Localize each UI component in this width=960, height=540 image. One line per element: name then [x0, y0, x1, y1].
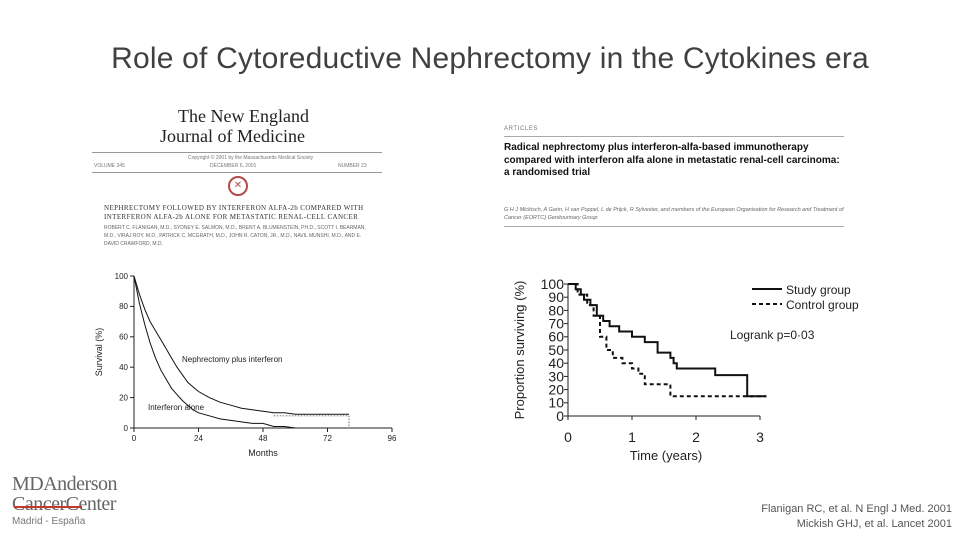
censor-tail — [273, 415, 350, 428]
references: Flanigan RC, et al. N Engl J Med. 2001 M… — [761, 502, 952, 532]
y-tick-label: 80 — [119, 302, 128, 311]
lancet-section: ARTICLES — [504, 126, 539, 132]
series-line-1 — [133, 275, 349, 415]
y-tick-label: 30 — [548, 368, 564, 384]
lancet-authors: G H J Mickisch, A Garin, H van Poppel, L… — [504, 207, 844, 221]
y-axis-label: Survival (%) — [94, 328, 104, 377]
x-tick-label: 48 — [259, 434, 268, 443]
slide-title: Role of Cytoreductive Nephrectomy in the… — [111, 42, 869, 75]
y-tick-label: 50 — [548, 342, 564, 358]
x-tick-label: 0 — [132, 434, 137, 443]
nejm-masthead-line1: The New England — [178, 106, 309, 126]
nejm-date: DECEMBER 6, 2001 — [210, 163, 257, 169]
y-tick-label: 20 — [119, 393, 128, 402]
logo-line3: Madrid - España — [12, 516, 86, 527]
legend-control-label: Control group — [786, 298, 859, 312]
logo-line2: CancerCenter — [12, 493, 116, 515]
y-tick-label: 70 — [548, 316, 564, 332]
y-tick-label: 60 — [119, 333, 128, 342]
logo-line1: MDAnderson — [12, 473, 118, 495]
annotation-nephrectomy: Nephrectomy plus interferon — [182, 355, 283, 364]
x-tick-label: 24 — [194, 434, 203, 443]
logrank-annotation: Logrank p=0·03 — [730, 328, 815, 342]
divider — [504, 226, 844, 227]
y-tick-label: 40 — [119, 363, 128, 372]
y-axis-label: Proportion surviving (%) — [512, 281, 527, 420]
x-tick-label: 96 — [388, 434, 397, 443]
reference-2: Mickish GHJ, et al. Lancet 2001 — [796, 518, 952, 530]
y-tick-label: 20 — [548, 382, 564, 398]
logo-underline — [14, 506, 82, 508]
y-tick-label: 60 — [548, 329, 564, 345]
series-line-2 — [568, 283, 767, 398]
y-tick-label: 100 — [541, 276, 565, 292]
nejm-number: NUMBER 23 — [338, 163, 367, 169]
nejm-volume: VOLUME 345 — [94, 163, 125, 169]
nejm-authors: ROBERT C. FLANIGAN, M.D., SYDNEY E. SALM… — [104, 225, 366, 247]
x-tick-label: 0 — [564, 429, 572, 445]
y-tick-label: 10 — [548, 395, 564, 411]
md-anderson-logo: MDAnderson CancerCenter Madrid - España — [12, 473, 118, 527]
lancet-title: Radical nephrectomy plus interferon-alfa… — [504, 142, 840, 178]
annotation-interferon: Interferon alone — [148, 403, 205, 412]
x-axis-label: Months — [248, 448, 278, 458]
nejm-article-title: NEPHRECTOMY FOLLOWED BY INTERFERON ALFA-… — [104, 204, 364, 221]
series-line-2 — [133, 275, 296, 429]
y-tick-label: 0 — [124, 424, 129, 433]
y-tick-label: 40 — [548, 355, 564, 371]
x-axis-label: Time (years) — [630, 448, 702, 463]
x-tick-label: 3 — [756, 429, 764, 445]
nejm-seal-icon: ✕ — [228, 176, 248, 196]
nejm-article-header: The New England Journal of Medicine Copy… — [92, 100, 382, 260]
x-tick-label: 72 — [323, 434, 332, 443]
y-tick-label: 0 — [556, 408, 564, 424]
nejm-copyright: Copyright © 2001 by the Massachusetts Me… — [188, 155, 314, 161]
lancet-article-header: ARTICLES Radical nephrectomy plus interf… — [504, 122, 844, 232]
x-tick-label: 2 — [692, 429, 700, 445]
y-tick-label: 100 — [115, 272, 129, 281]
nejm-survival-chart: 0 24 48 72 96 0 20 40 60 80 100 Months Survival (%) N… — [94, 272, 397, 458]
legend-study-label: Study group — [786, 283, 851, 297]
x-tick-label: 1 — [628, 429, 636, 445]
y-tick-label: 80 — [548, 302, 564, 318]
nejm-masthead-line2: Journal of Medicine — [160, 126, 305, 146]
divider — [92, 172, 382, 173]
divider — [504, 136, 844, 137]
divider — [92, 152, 382, 153]
y-tick-label: 90 — [548, 289, 564, 305]
reference-1: Flanigan RC, et al. N Engl J Med. 2001 — [761, 503, 952, 515]
series-line-1 — [568, 283, 767, 398]
